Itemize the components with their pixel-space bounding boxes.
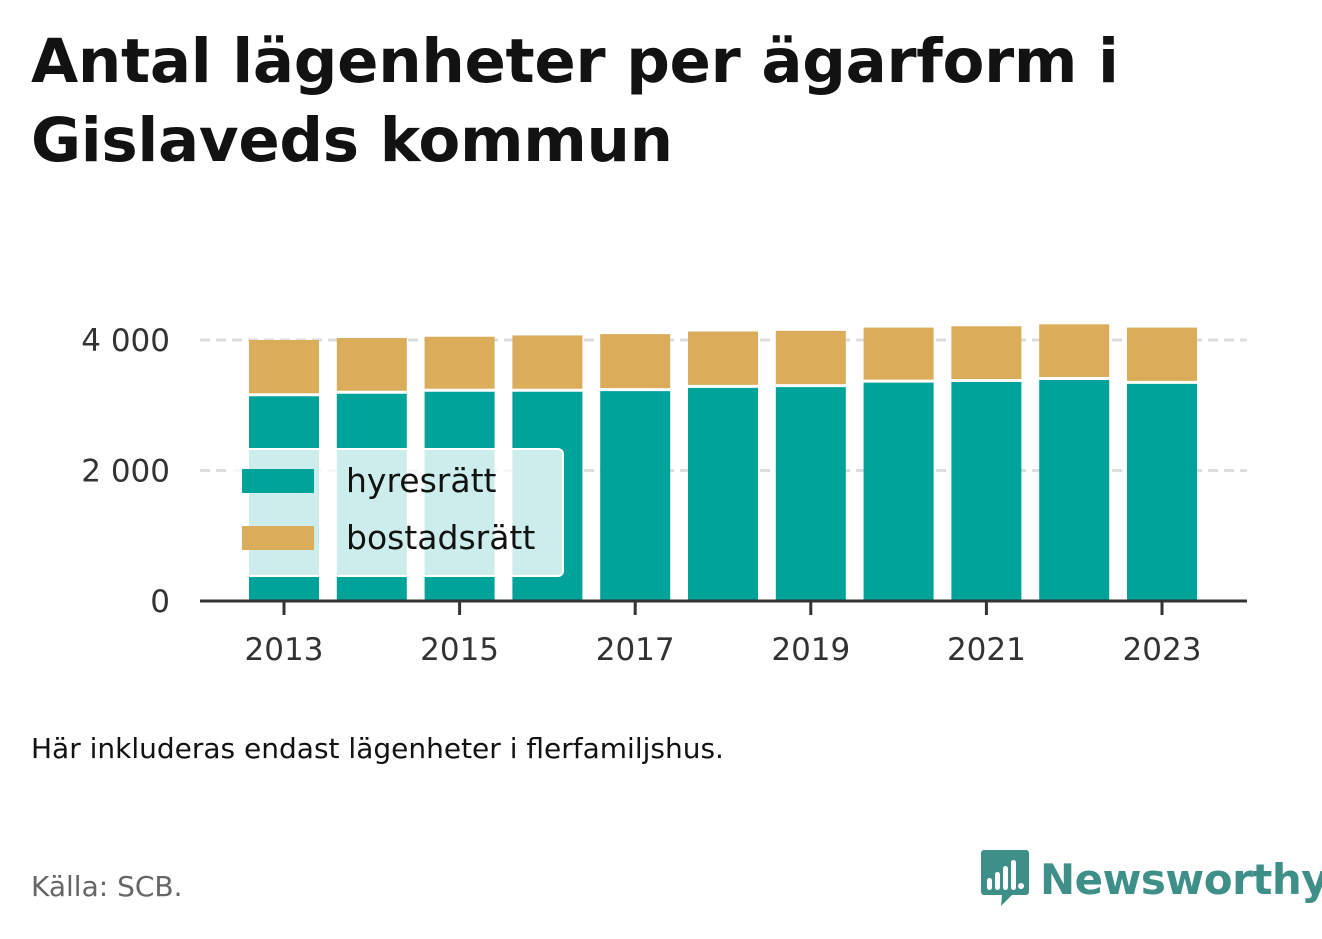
bar-hyresratt [1127, 382, 1197, 601]
bar-bostadsratt [249, 340, 319, 395]
brand-name: Newsworthy [1040, 854, 1322, 904]
source-label: Källa: SCB. [31, 870, 183, 903]
bar-bostadsratt [512, 335, 583, 391]
bar-bostadsratt [775, 330, 846, 386]
bar-hyresratt [600, 389, 671, 601]
chart-title: Antal lägenheter per ägarform i Gislaved… [31, 26, 1119, 176]
x-tick-label: 2023 [1123, 632, 1202, 668]
chart-note: Här inkluderas endast lägenheter i flerf… [31, 732, 724, 765]
bars-layer [249, 324, 1197, 601]
x-tick-label: 2017 [596, 632, 675, 668]
newsworthy-logo-icon [981, 850, 1029, 906]
bar-bostadsratt [951, 326, 1022, 381]
y-tick-label: 0 [150, 584, 170, 620]
bar-hyresratt [688, 386, 758, 601]
bar-bostadsratt [1039, 324, 1110, 379]
legend-label: bostadsrätt [346, 518, 535, 557]
x-tick-label: 2013 [245, 632, 324, 668]
axis-layer: 0 2 000 4 000 2013 2015 2017 2019 2021 2023 [81, 323, 1247, 668]
legend-layer: hyresrätt bostadsrätt [231, 448, 564, 577]
bar-hyresratt [951, 380, 1022, 601]
legend-swatch [242, 526, 314, 550]
bar-bostadsratt [688, 331, 758, 387]
legend-box [231, 448, 564, 577]
legend-label: hyresrätt [346, 461, 497, 500]
x-tick-label: 2019 [771, 632, 850, 668]
chart-area: 0 2 000 4 000 2013 2015 2017 2019 2021 2023 hyre… [81, 323, 1247, 668]
bar-bostadsratt [336, 338, 407, 393]
y-tick-label: 4 000 [81, 323, 170, 359]
bar-bostadsratt [1127, 327, 1197, 383]
x-tick-label: 2021 [947, 632, 1026, 668]
bar-bostadsratt [863, 327, 934, 382]
bar-hyresratt [1039, 378, 1110, 601]
y-tick-label: 2 000 [81, 454, 170, 490]
legend-swatch [242, 469, 314, 493]
bar-hyresratt [863, 381, 934, 601]
bar-bostadsratt [600, 334, 671, 390]
bar-bostadsratt [424, 336, 495, 391]
bar-hyresratt [775, 385, 846, 601]
brand: Newsworthy [980, 848, 1322, 910]
x-tick-label: 2015 [420, 632, 499, 668]
